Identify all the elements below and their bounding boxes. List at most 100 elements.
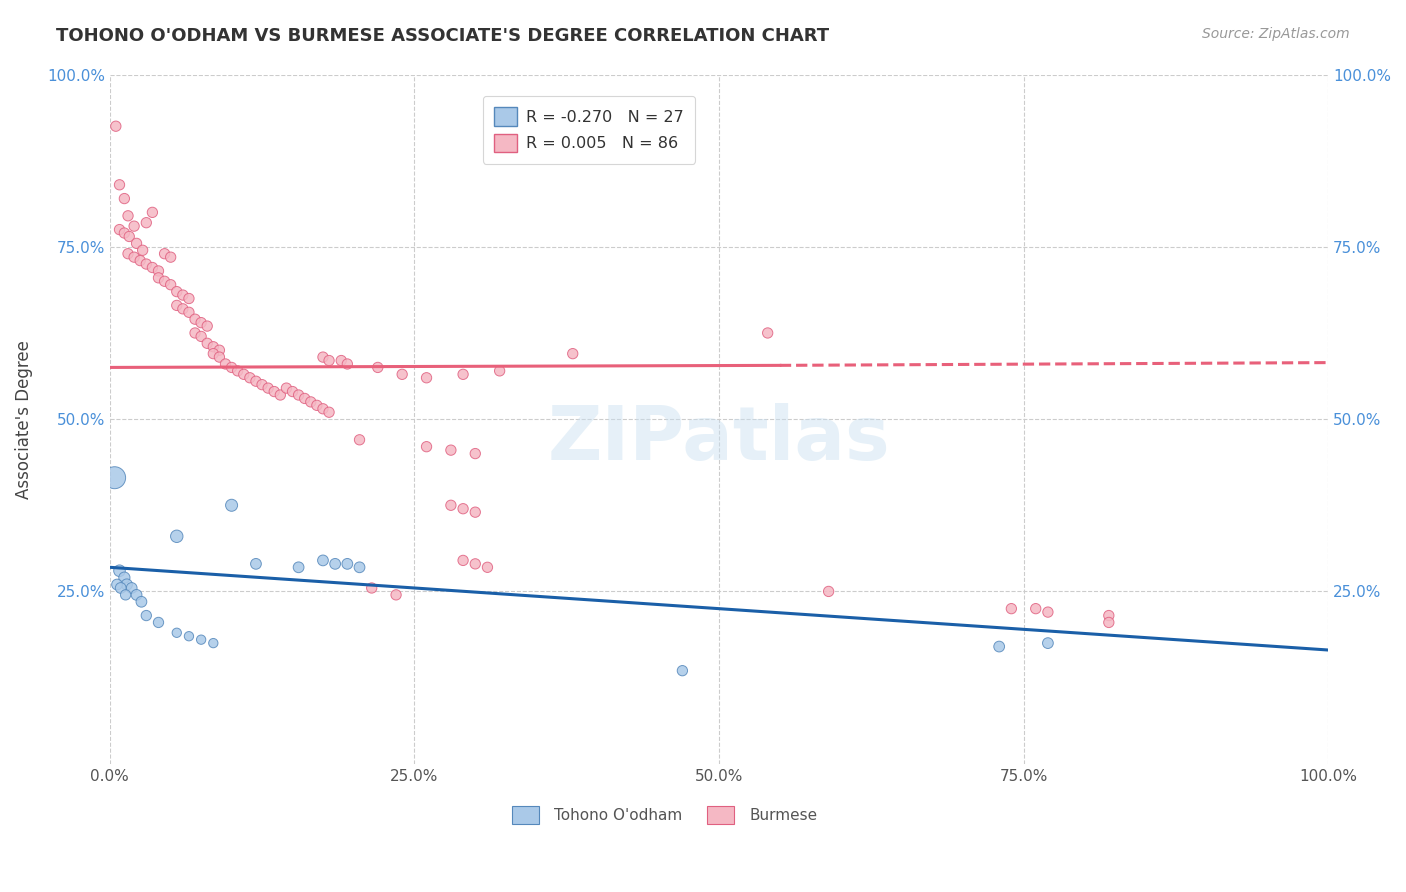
Point (121, 581, 143, 595)
Point (125, 588, 148, 602)
Point (108, 222, 131, 236)
Point (115, 577, 138, 591)
Point (177, 292, 200, 306)
Point (108, 178, 131, 192)
Point (464, 447, 486, 461)
Point (226, 364, 249, 378)
Point (318, 405, 340, 419)
Point (190, 316, 212, 330)
Point (131, 244, 153, 258)
Point (208, 350, 231, 364)
Point (131, 595, 153, 609)
Point (451, 501, 474, 516)
Point (141, 260, 163, 275)
Point (104, 119, 127, 133)
Legend: R = -0.270   N = 27, R = 0.005   N = 86: R = -0.270 N = 27, R = 0.005 N = 86 (484, 96, 696, 163)
Text: ZIPatlas: ZIPatlas (547, 403, 890, 476)
Text: TOHONO O'ODHAM VS BURMESE ASSOCIATE'S DEGREE CORRELATION CHART: TOHONO O'ODHAM VS BURMESE ASSOCIATE'S DE… (56, 27, 830, 45)
Point (177, 629, 200, 643)
Point (312, 401, 335, 416)
Point (349, 433, 371, 447)
Point (287, 388, 309, 402)
Point (367, 360, 389, 375)
Point (190, 329, 212, 343)
Point (349, 560, 371, 574)
Point (336, 357, 359, 371)
Point (105, 577, 128, 591)
Point (1036, 605, 1059, 619)
Point (195, 336, 218, 351)
Point (122, 250, 145, 264)
Point (112, 571, 135, 585)
Point (269, 388, 291, 402)
Point (415, 371, 437, 385)
Point (360, 581, 382, 595)
Point (172, 288, 194, 302)
Bar (707, 806, 734, 823)
Point (257, 381, 280, 395)
Point (1036, 636, 1059, 650)
Bar (512, 806, 538, 823)
Point (561, 346, 583, 360)
Point (294, 392, 316, 406)
Point (177, 305, 200, 319)
Point (1025, 601, 1047, 615)
Point (464, 557, 486, 571)
Point (756, 326, 779, 340)
Point (988, 640, 1011, 654)
Point (118, 229, 141, 244)
Point (153, 246, 176, 260)
Point (148, 615, 170, 630)
Point (415, 440, 437, 454)
Point (239, 371, 262, 385)
Point (671, 664, 693, 678)
Point (159, 250, 181, 264)
Point (208, 343, 231, 358)
Point (172, 301, 194, 316)
Point (148, 264, 170, 278)
Point (440, 443, 463, 458)
Point (312, 553, 335, 567)
Point (245, 557, 267, 571)
Point (166, 285, 188, 299)
Point (153, 274, 176, 288)
Point (312, 350, 335, 364)
Text: Burmese: Burmese (749, 808, 817, 823)
Point (1098, 615, 1121, 630)
Point (817, 584, 839, 599)
Point (299, 395, 322, 409)
Point (232, 368, 254, 382)
Point (104, 471, 127, 485)
Point (330, 353, 353, 368)
Y-axis label: Associate's Degree: Associate's Degree (15, 340, 32, 499)
Point (110, 581, 132, 595)
Point (305, 398, 328, 412)
Point (451, 553, 474, 567)
Point (1098, 608, 1121, 623)
Point (135, 216, 157, 230)
Point (190, 632, 212, 647)
Point (318, 353, 340, 368)
Point (117, 246, 139, 260)
Point (464, 505, 486, 519)
Point (221, 360, 243, 375)
Point (336, 557, 359, 571)
Point (166, 529, 188, 543)
Point (391, 368, 413, 382)
Point (221, 498, 243, 512)
Point (135, 257, 157, 271)
Point (141, 205, 163, 219)
Point (214, 357, 236, 371)
Point (184, 312, 207, 326)
Point (281, 384, 304, 399)
Point (440, 498, 463, 512)
Point (166, 298, 188, 312)
Text: Source: ZipAtlas.com: Source: ZipAtlas.com (1202, 27, 1350, 41)
Point (323, 557, 346, 571)
Point (112, 192, 135, 206)
Text: Tohono O'odham: Tohono O'odham (554, 808, 683, 823)
Point (112, 226, 135, 240)
Point (276, 381, 298, 395)
Point (287, 560, 309, 574)
Point (117, 209, 139, 223)
